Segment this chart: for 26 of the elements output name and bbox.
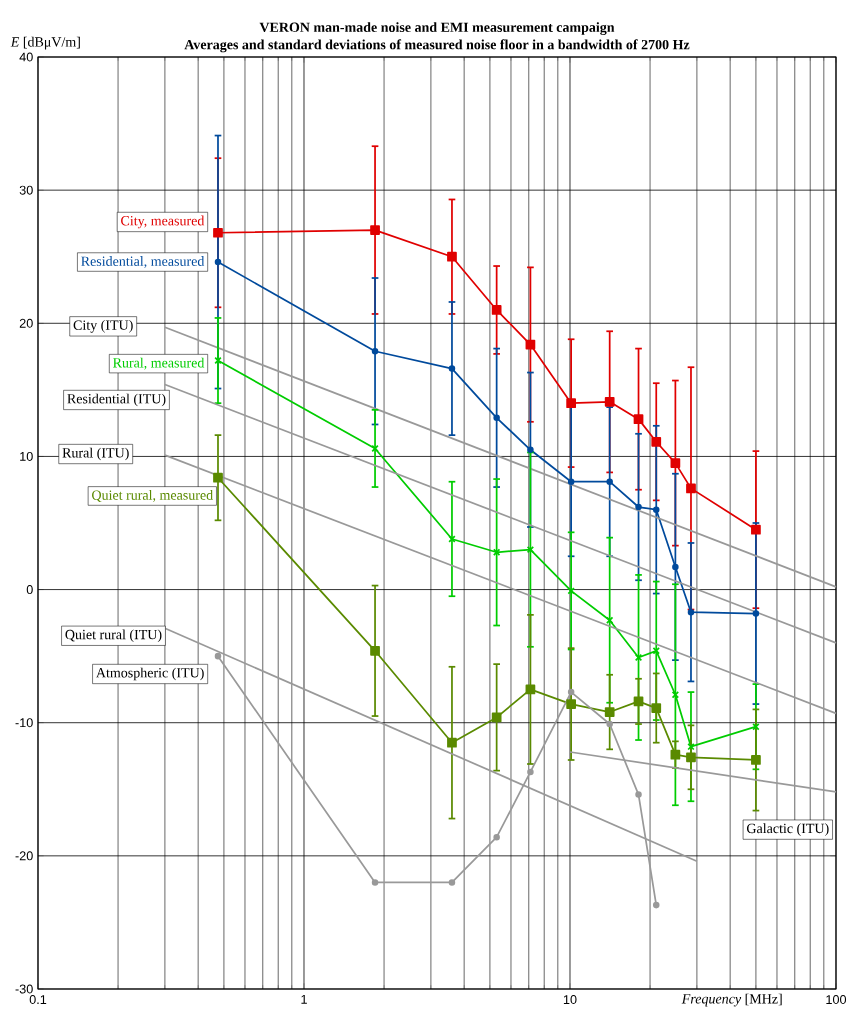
y-tick-label: 0	[26, 585, 33, 595]
series-label: Residential (ITU)	[67, 393, 166, 407]
chart-title: VERON man-made noise and EMI measurement campaign	[259, 22, 615, 35]
x-axis-title: Frequency [MHz]	[681, 993, 782, 1007]
y-axis-title: E [dBμV/m]	[10, 36, 80, 50]
y-tick-label: 40	[19, 52, 33, 62]
series-label: Quiet rural, measured	[92, 489, 213, 502]
series-label: Quiet rural (ITU)	[65, 629, 162, 643]
y-tick-label: -20	[15, 851, 33, 861]
series-label: Atmospheric (ITU)	[96, 667, 204, 681]
y-tick-label: -30	[15, 984, 33, 994]
x-tick-label: 10	[563, 995, 577, 1005]
series-label: Residential, measured	[81, 256, 205, 268]
x-tick-label: 1	[301, 995, 307, 1004]
x-tick-label: 0.1	[29, 995, 47, 1005]
text: City (ITU)	[73, 319, 133, 333]
series-label: City, measured	[121, 215, 205, 229]
y-tick-label: 20	[19, 318, 33, 328]
y-tick-label: -10	[15, 718, 33, 728]
text: Rural (ITU)	[62, 447, 129, 461]
y-tick-label: 10	[20, 451, 33, 461]
text: Galactic (ITU)	[746, 823, 829, 836]
chart-subtitle: Averages and standard deviations of measured noise floor in a bandwidth of 2700 Hz	[184, 39, 690, 53]
x-tick-label: 100	[826, 995, 847, 1005]
series-label: Rural, measured	[113, 357, 205, 370]
y-tick-label: 30	[19, 185, 33, 195]
